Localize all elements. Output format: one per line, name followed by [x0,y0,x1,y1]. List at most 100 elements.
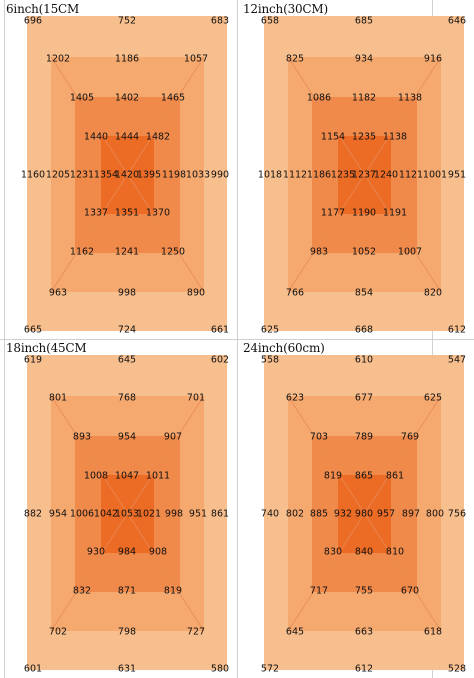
panel-title: 24inch(60cm) [243,341,325,355]
measurement-value: 724 [117,324,137,336]
measurement-value: 1198 [161,169,187,181]
measurement-value: 1235 [330,169,356,181]
measurement-value: 984 [117,546,137,558]
measurement-value: 623 [285,392,305,404]
measurement-value: 727 [186,626,206,638]
divider-horizontal-mid [0,339,474,340]
measurement-value: 1482 [145,131,171,143]
measurement-value: 1138 [382,131,408,143]
measurement-value: 668 [354,324,374,336]
measurement-value: 1021 [136,508,162,520]
measurement-value: 1240 [373,169,399,181]
measurement-value: 1370 [145,207,171,219]
measurement-value: 934 [354,53,374,65]
measurement-value: 798 [117,626,137,638]
measurement-value: 990 [210,169,230,181]
measurement-value: 1465 [160,92,186,104]
measurement-value: 980 [354,508,374,520]
diagonal-line-2 [287,395,442,632]
measurement-value: 1205 [45,169,71,181]
measurement-value: 1047 [114,470,140,482]
measurement-value: 801 [48,392,68,404]
measurement-value: 646 [447,15,467,27]
measurement-value: 819 [163,585,183,597]
measurement-value: 696 [23,15,43,27]
measurement-value: 670 [400,585,420,597]
measurement-value: 897 [401,508,421,520]
measurement-value: 1402 [114,92,140,104]
measurement-value: 1086 [306,92,332,104]
measurement-value: 1033 [185,169,211,181]
panel-title: 18inch(45CM [6,341,87,355]
measurement-value: 740 [260,508,280,520]
measurement-value: 625 [260,324,280,336]
measurement-value: 1042 [93,508,119,520]
measurement-value: 907 [163,431,183,443]
measurement-value: 957 [376,508,396,520]
measurement-value: 893 [72,431,92,443]
measurement-value: 830 [323,546,343,558]
measurement-value: 1202 [45,53,71,65]
measurement-value: 631 [117,663,137,675]
measurement-value: 717 [309,585,329,597]
measurement-value: 882 [23,508,43,520]
measurement-value: 612 [354,663,374,675]
diagonal-line-2 [287,56,442,293]
measurement-value: 752 [117,15,137,27]
measurement-value: 998 [164,508,184,520]
diagonal-line-2 [50,395,205,632]
panel-title: 12inch(30CM) [243,2,328,16]
measurement-value: 756 [447,508,467,520]
measurement-value: 1001 [422,169,448,181]
measurement-value: 1162 [69,246,95,258]
chart-panel: 6inch(15CM 696 752 683 1202 1186 1057 1405 1402 1… [0,0,237,339]
measurement-value: 768 [117,392,137,404]
measurement-value: 916 [423,53,443,65]
measurement-value: 1235 [351,131,377,143]
measurement-value: 832 [72,585,92,597]
measurement-value: 951 [447,169,467,181]
measurement-value: 677 [354,392,374,404]
measurement-value: 932 [333,508,353,520]
measurement-value: 908 [148,546,168,558]
measurement-value: 665 [23,324,43,336]
measurement-value: 1190 [351,207,377,219]
chart-panel: 24inch(60cm) 558 610 547 623 677 625 703 789 769 8… [237,339,474,678]
measurement-value: 1182 [351,92,377,104]
ring-diagram [27,16,227,331]
measurement-value: 1420 [114,169,140,181]
measurement-value: 1052 [351,246,377,258]
measurement-value: 1121 [398,169,424,181]
measurement-value: 1250 [160,246,186,258]
measurement-value: 618 [423,626,443,638]
measurement-value: 885 [309,508,329,520]
measurement-value: 1057 [183,53,209,65]
panel-title: 6inch(15CM [6,2,80,16]
measurement-value: 610 [354,354,374,366]
measurement-value: 547 [447,354,467,366]
chart-panel: 12inch(30CM) 658 685 646 825 934 916 1086 1182 11… [237,0,474,339]
measurement-value: 871 [117,585,137,597]
measurement-value: 820 [423,287,443,299]
measurement-value: 702 [48,626,68,638]
measurement-value: 625 [423,392,443,404]
measurement-value: 861 [385,470,405,482]
measurement-value: 865 [354,470,374,482]
measurement-value: 890 [186,287,206,299]
measurement-value: 998 [117,287,137,299]
measurement-value: 963 [48,287,68,299]
measurement-value: 819 [323,470,343,482]
measurement-value: 1011 [145,470,171,482]
measurement-value: 703 [309,431,329,443]
measurement-value: 1177 [320,207,346,219]
measurement-value: 645 [285,626,305,638]
measurement-value: 645 [117,354,137,366]
measurement-value: 701 [186,392,206,404]
measurement-value: 802 [285,508,305,520]
measurement-value: 951 [188,508,208,520]
measurement-value: 840 [354,546,374,558]
measurement-value: 1154 [320,131,346,143]
measurement-value: 1186 [306,169,332,181]
measurement-value: 954 [117,431,137,443]
measurement-value: 1160 [20,169,46,181]
